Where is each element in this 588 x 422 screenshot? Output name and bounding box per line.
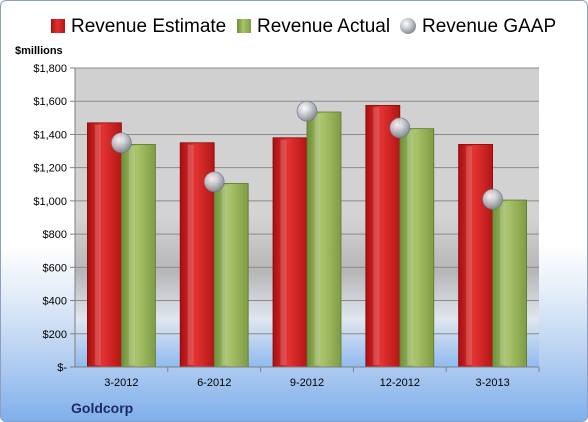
bar-revenue-estimate-3-2012 — [87, 122, 122, 368]
bar-highlight — [94, 124, 101, 365]
y-tick-label: $1,800 — [33, 63, 67, 75]
y-tick-label: $1,200 — [33, 163, 67, 175]
marker-revenue-gaap-6-2012 — [203, 171, 225, 193]
company-name: Goldcorp — [71, 400, 133, 416]
x-axis: 3-2012 6-2012 9-2012 12-2012 3-2013 — [75, 366, 540, 389]
y-tick-label: $1,600 — [33, 96, 67, 108]
bar-highlight — [221, 185, 228, 365]
y-tick-label: $200 — [43, 329, 67, 341]
legend-swatch-revenue-actual — [237, 19, 251, 33]
x-tick-label: 3-2012 — [104, 377, 138, 389]
bar-revenue-estimate-12-2012 — [365, 104, 401, 368]
x-tick-label: 12-2012 — [380, 377, 420, 389]
legend-label-revenue-estimate: Revenue Estimate — [71, 16, 226, 37]
x-tick-label: 6-2012 — [197, 377, 231, 389]
bar-revenue-actual-6-2012 — [213, 183, 249, 368]
bar-highlight — [500, 202, 507, 365]
x-tick-label: 9-2012 — [290, 377, 324, 389]
marker-revenue-gaap-3-2012 — [111, 132, 132, 154]
y-axis: $- $200 $400 $600 $800 $1,000 $1,200 $1,400 $1,6… — [33, 63, 76, 374]
marker-revenue-gaap-12-2012 — [389, 117, 411, 139]
bar-revenue-actual-12-2012 — [399, 128, 435, 368]
x-tick-label: 3-2013 — [475, 377, 509, 389]
gaap-markers — [111, 100, 503, 210]
bar-highlight — [128, 146, 135, 365]
legend-label-revenue-actual: Revenue Actual — [257, 16, 390, 37]
y-tick-label: $1,000 — [33, 196, 67, 208]
legend-label-revenue-gaap: Revenue GAAP — [422, 16, 556, 37]
bar-revenue-actual-9-2012 — [306, 111, 342, 368]
y-axis-unit-label: $millions — [15, 45, 63, 57]
y-tick-label: $- — [57, 362, 67, 374]
bar-highlight — [314, 114, 321, 366]
marker-revenue-gaap-3-2013 — [482, 188, 503, 210]
bar-highlight — [407, 130, 414, 365]
bar-highlight — [373, 107, 380, 365]
legend-swatch-revenue-estimate — [51, 19, 65, 33]
marker-revenue-gaap-9-2012 — [296, 100, 318, 122]
legend-swatch-revenue-gaap — [400, 18, 416, 34]
bar-revenue-actual-3-2012 — [121, 144, 156, 368]
bar-revenue-estimate-3-2013 — [458, 144, 494, 368]
y-tick-label: $1,400 — [33, 129, 67, 141]
bars — [87, 104, 528, 368]
y-tick-label: $400 — [43, 296, 67, 308]
legend: Revenue Estimate Revenue Actual Revenue … — [51, 16, 556, 37]
bar-highlight — [466, 146, 473, 365]
bar-highlight — [280, 139, 287, 365]
bar-revenue-actual-3-2013 — [492, 199, 528, 368]
bar-revenue-estimate-9-2012 — [272, 137, 308, 368]
y-tick-label: $800 — [43, 229, 67, 241]
bar-highlight — [187, 144, 194, 365]
y-tick-label: $600 — [43, 262, 67, 274]
